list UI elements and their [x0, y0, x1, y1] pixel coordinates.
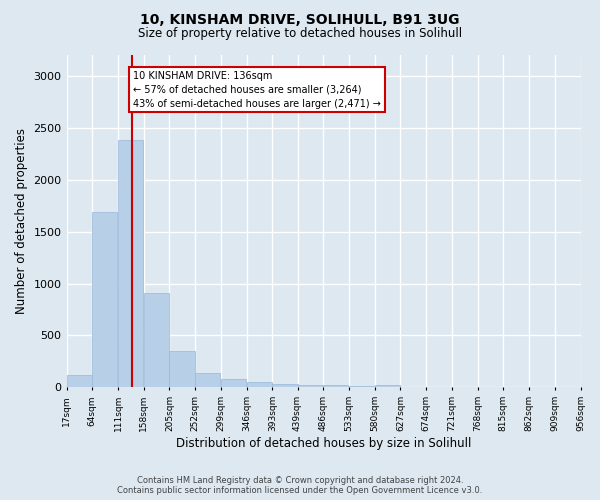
Bar [67, 375, 92, 388]
Y-axis label: Number of detached properties: Number of detached properties [15, 128, 28, 314]
Text: 10 KINSHAM DRIVE: 136sqm
← 57% of detached houses are smaller (3,264)
43% of sem: 10 KINSHAM DRIVE: 136sqm ← 57% of detach… [133, 70, 381, 108]
X-axis label: Distribution of detached houses by size in Solihull: Distribution of detached houses by size … [176, 437, 471, 450]
Bar [144, 293, 169, 388]
Bar [169, 351, 194, 388]
Bar [349, 386, 374, 388]
Text: 10, KINSHAM DRIVE, SOLIHULL, B91 3UG: 10, KINSHAM DRIVE, SOLIHULL, B91 3UG [140, 12, 460, 26]
Bar [247, 382, 272, 388]
Bar [272, 384, 298, 388]
Text: Size of property relative to detached houses in Solihull: Size of property relative to detached ho… [138, 28, 462, 40]
Bar [374, 386, 400, 388]
Bar [221, 379, 246, 388]
Bar [92, 212, 118, 388]
Text: Contains HM Land Registry data © Crown copyright and database right 2024.
Contai: Contains HM Land Registry data © Crown c… [118, 476, 482, 495]
Bar [298, 385, 323, 388]
Bar [323, 386, 349, 388]
Bar [118, 140, 143, 388]
Bar [195, 373, 220, 388]
